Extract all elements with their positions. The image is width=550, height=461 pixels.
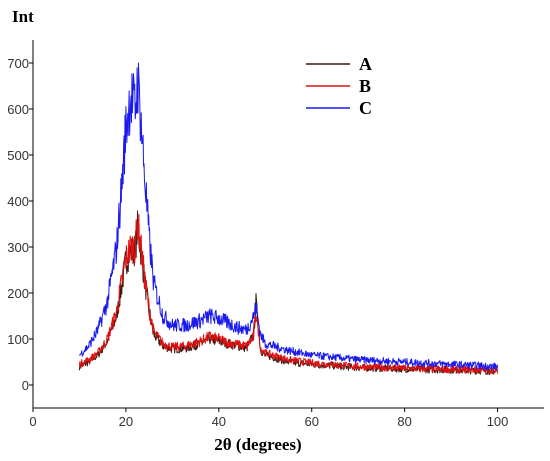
y-tick-label: 100	[7, 332, 29, 347]
legend-label-C: C	[359, 98, 372, 118]
y-tick-label: 200	[7, 286, 29, 301]
axes	[32, 40, 544, 409]
series-line-B	[78, 214, 499, 375]
x-tick-label: 60	[304, 414, 318, 429]
y-tick-label: 300	[7, 240, 29, 255]
y-tick-label: 0	[22, 378, 29, 393]
y-tick-label: 500	[7, 148, 29, 163]
x-axis-label: 2θ (degrees)	[214, 435, 301, 454]
x-ticks: 0 20 40 60 80 100	[29, 408, 508, 429]
y-tick-label: 400	[7, 194, 29, 209]
y-axis-label: Int	[12, 7, 34, 26]
x-tick-label: 20	[119, 414, 133, 429]
legend-label-A: A	[359, 54, 372, 74]
legend-label-B: B	[359, 76, 371, 96]
y-ticks: 0 100 200 300 400 500 600 700	[7, 56, 33, 393]
x-tick-label: 100	[487, 414, 509, 429]
series-line-C	[79, 62, 499, 371]
series-lines	[78, 62, 499, 376]
legend: ABC	[306, 54, 372, 118]
x-tick-label: 0	[29, 414, 36, 429]
y-tick-label: 700	[7, 56, 29, 71]
y-tick-label: 600	[7, 102, 29, 117]
x-tick-label: 80	[397, 414, 411, 429]
x-tick-label: 40	[212, 414, 226, 429]
